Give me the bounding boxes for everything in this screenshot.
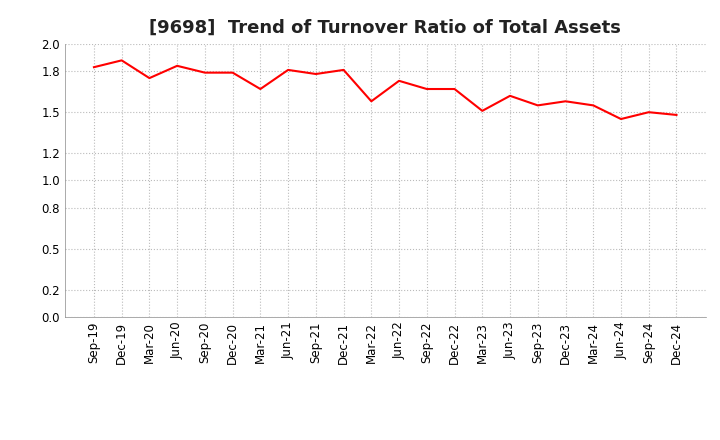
Title: [9698]  Trend of Turnover Ratio of Total Assets: [9698] Trend of Turnover Ratio of Total …	[149, 19, 621, 37]
